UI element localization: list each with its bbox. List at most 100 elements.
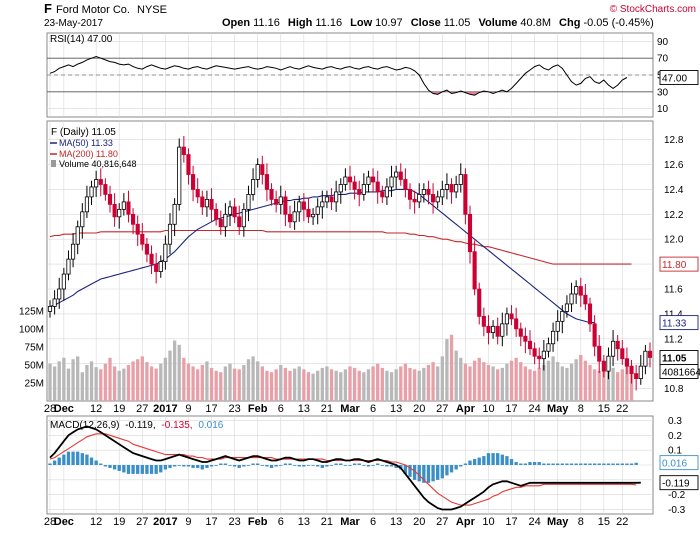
volume-bar [574,359,578,401]
ma50-last-tag: 11.33 [662,319,687,330]
candle-body [352,181,357,190]
macd-histogram-bar [320,465,324,468]
high-label: High [288,17,313,29]
volume-bar [154,368,158,401]
x-tick-label-top: 17 [205,403,217,415]
volume-bar [389,372,394,401]
x-tick-label-top: Mar [340,403,360,415]
candle-body [61,273,66,290]
volume-bar [251,356,255,401]
volume-bar [440,356,444,401]
volume-bar [449,334,454,401]
volume-bar [279,365,283,401]
volume-bar [583,360,588,401]
rsi-y-tick: 10 [657,104,669,115]
macd-histogram-bar [394,465,398,468]
volume-y-tick: 25M [25,379,44,390]
macd-histogram-bar [205,465,209,468]
price-y-tick: 11.4 [664,309,683,320]
macd-histogram-bar [380,465,384,466]
macd-histogram-bar [486,453,491,465]
candle-body [555,320,560,332]
candle-body [131,213,136,225]
macd-histogram-bar [316,465,320,467]
macd-histogram-bar [159,465,163,473]
macd-histogram-bar [302,465,306,467]
candle-body [421,189,426,195]
candle-body [297,201,302,213]
x-tick-label-top: 27 [136,403,148,415]
x-tick-label-bottom: 27 [436,516,448,528]
macd-histogram-bar [343,465,348,466]
x-tick-label-top: 22 [616,403,628,415]
x-tick-label-top: 13 [298,403,310,415]
macd-histogram-bar [537,462,541,465]
x-tick-label-bottom: 10 [482,516,494,528]
volume-bar [394,369,398,401]
macd-histogram-bar [357,463,361,465]
volume-bar [297,366,301,401]
volume-bar [579,354,583,401]
macd-histogram-bar [288,463,292,465]
candle-body [47,306,53,312]
macd-legend-value: -0.119, [125,420,155,431]
macd-histogram-bar [560,463,564,465]
macd-histogram-bar [117,465,121,471]
candle-body [611,340,616,357]
ma200-legend: MA(200) 11.80 [50,149,118,159]
x-tick-label-bottom: 24 [528,516,540,528]
volume-bar [311,373,315,401]
macd-y-tick: 0.2 [668,431,682,442]
candle-body [375,181,380,193]
macd-histogram-bar [52,460,57,465]
candle-body [186,154,191,175]
volume-bar [177,344,181,401]
macd-last-tag: -0.119 [662,479,690,490]
ma200-line [49,229,632,265]
macd-histogram-bar [108,465,112,468]
volume-y-tick: 100M [19,325,44,336]
macd-histogram-bar [251,463,255,465]
macd-histogram-bar [496,453,500,465]
macd-histogram-bar [186,465,191,467]
candle-body [481,315,486,327]
macd-histogram-bar [436,465,440,480]
macd-histogram-bar [339,463,343,465]
macd-histogram-bar [472,459,477,465]
volume-bar [620,369,624,401]
macd-histogram-bar [140,465,144,474]
candle-body [274,198,279,205]
open-label: Open [222,17,250,29]
candle-body [546,343,551,352]
volume-bar [182,357,186,401]
volume-bar [477,357,481,401]
volume-bar [528,369,532,401]
volume-bar [149,366,154,401]
candle-body [606,355,611,372]
macd-histogram-bar [620,463,624,465]
candle-body [214,208,219,220]
volume-bar [551,356,555,401]
macd-histogram-bar [311,465,315,466]
candle-body [587,303,593,325]
volume-bar [514,357,518,401]
candle-body [347,176,353,183]
macd-histogram-bar [103,465,108,467]
candle-body [417,194,422,203]
macd-histogram-bar [76,451,80,465]
volume-last-tag-box [659,364,699,379]
volume-bar [219,372,223,401]
macd-histogram-bar [597,463,601,465]
candle-body [144,243,149,255]
volume-bar [242,365,246,401]
candle-body [551,330,556,345]
macd-histogram-bar [89,457,94,465]
candle-body [260,164,265,175]
macd-histogram-bar [422,465,426,483]
macd-histogram-bar [500,454,504,465]
volume-bar [108,357,112,401]
volume-bar [320,367,324,401]
volume-bar [325,366,329,401]
low-label: Low [350,17,372,29]
candle-body [315,206,320,215]
